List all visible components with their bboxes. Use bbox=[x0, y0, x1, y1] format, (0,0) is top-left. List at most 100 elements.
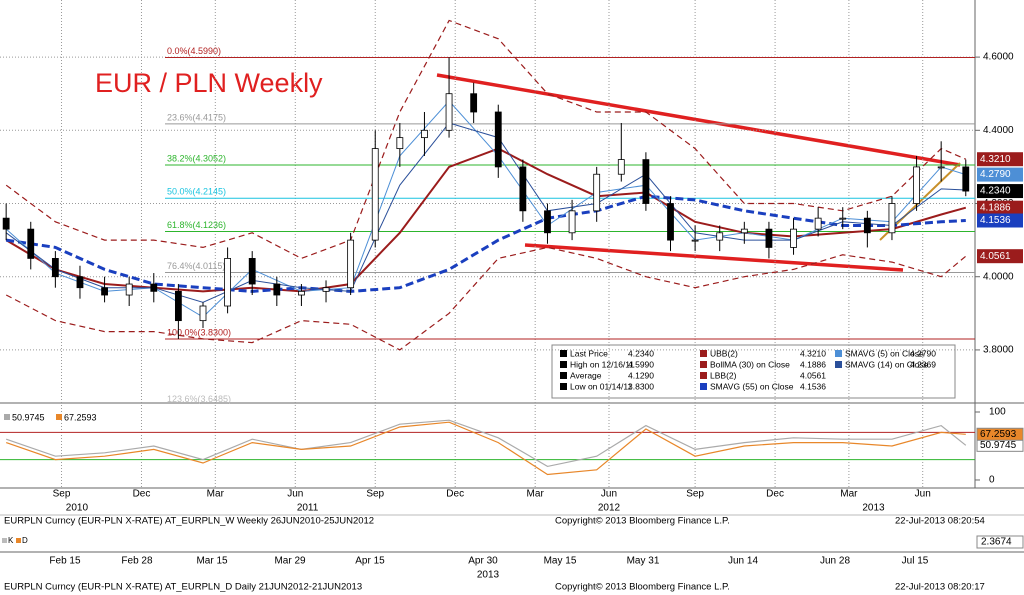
candle-body bbox=[322, 287, 330, 292]
candle-body bbox=[790, 228, 797, 248]
value-box-label: 4.1886 bbox=[980, 202, 1011, 213]
legend-swatch bbox=[560, 361, 567, 368]
value-box-label: 4.0561 bbox=[980, 251, 1011, 262]
footer-text: 22-Jul-2013 08:20:17 bbox=[895, 582, 985, 593]
candle-body bbox=[617, 159, 625, 175]
candle-body bbox=[76, 276, 84, 289]
candle-body bbox=[642, 159, 650, 204]
value-box-label: 50.9745 bbox=[980, 440, 1017, 451]
legend-swatch bbox=[560, 372, 567, 379]
legend-label: High on 12/16/11 bbox=[570, 359, 634, 369]
candle-body bbox=[937, 166, 945, 169]
indicator-line bbox=[6, 421, 966, 476]
year-label: 2012 bbox=[598, 503, 621, 514]
y-tick-label: 4.0000 bbox=[983, 271, 1014, 282]
overlay-line bbox=[5, 19, 967, 260]
candle-body bbox=[716, 232, 724, 241]
year-label: 2011 bbox=[297, 503, 319, 514]
y-tick-label: 3.8000 bbox=[983, 345, 1014, 356]
fib-label: 50.0%(4.2145) bbox=[167, 187, 226, 197]
value-box bbox=[976, 535, 1024, 549]
y-tick-label: 4.4000 bbox=[983, 125, 1014, 136]
fib-label: 23.6%(4.4175) bbox=[167, 112, 226, 122]
x-tick-label: Mar bbox=[840, 489, 858, 500]
candle-body bbox=[125, 283, 133, 296]
candle-body bbox=[150, 283, 158, 292]
candle-body bbox=[667, 203, 674, 241]
legend-swatch bbox=[835, 350, 842, 357]
candle-body bbox=[27, 228, 35, 259]
candle-body bbox=[273, 283, 281, 296]
legend-swatch bbox=[2, 538, 7, 543]
value-box-label: 4.2340 bbox=[980, 186, 1011, 197]
x-tick-label: Jun bbox=[915, 489, 931, 500]
legend-label: Last Price bbox=[570, 348, 608, 358]
x-tick-label: May 15 bbox=[544, 556, 577, 567]
candle-body bbox=[347, 239, 355, 289]
candle-body bbox=[2, 217, 10, 230]
x-tick-label: Dec bbox=[446, 489, 464, 500]
value-box bbox=[977, 167, 1023, 182]
fib-label: 100.0%(3.8300) bbox=[167, 327, 231, 337]
candle-body bbox=[863, 217, 871, 234]
candle-body bbox=[51, 258, 59, 278]
footer-text: EURPLN Curncy (EUR-PLN X-RATE) AT_EURPLN… bbox=[4, 516, 374, 527]
y-tick-label: 100 bbox=[989, 407, 1006, 418]
legend-value: 4.5990 bbox=[628, 359, 654, 369]
x-tick-label: Mar bbox=[207, 489, 225, 500]
legend-swatch bbox=[700, 350, 707, 357]
year-label: 2010 bbox=[66, 503, 89, 514]
candle-body bbox=[445, 93, 453, 131]
legend-label: BollMA (30) on Close bbox=[710, 359, 790, 369]
value-box bbox=[977, 200, 1023, 215]
y-tick-label: 4.6000 bbox=[983, 52, 1014, 63]
candle-body bbox=[371, 148, 379, 241]
chart-title: EUR / PLN Weekly bbox=[95, 68, 323, 98]
value-box-label: 4.2790 bbox=[980, 169, 1011, 180]
legend-swatch bbox=[700, 383, 707, 390]
candle-body bbox=[199, 305, 207, 322]
value-box bbox=[977, 184, 1023, 199]
legend-swatch bbox=[835, 361, 842, 368]
legend-swatch bbox=[4, 414, 10, 420]
legend-label: K bbox=[8, 536, 14, 545]
candle-body bbox=[298, 290, 305, 296]
candle-body bbox=[421, 129, 428, 139]
legend-label: LBB(2) bbox=[710, 370, 737, 380]
x-tick-label: Mar 29 bbox=[274, 556, 306, 567]
fib-label: 123.6%(3.6485) bbox=[167, 394, 231, 404]
value-box-label: 4.3210 bbox=[980, 154, 1011, 165]
y-tick-label: 0 bbox=[989, 475, 995, 486]
candle-body bbox=[101, 287, 108, 296]
overlay-line bbox=[5, 246, 967, 351]
footer-text: Copyright© 2013 Bloomberg Finance L.P. bbox=[555, 516, 730, 527]
legend-value: 4.2340 bbox=[628, 348, 654, 358]
x-tick-label: May 31 bbox=[627, 556, 660, 567]
candle-body bbox=[593, 173, 601, 212]
value-box bbox=[977, 249, 1023, 264]
value-box bbox=[977, 152, 1023, 167]
candle-body bbox=[913, 166, 920, 204]
year-label: 2013 bbox=[477, 570, 500, 581]
legend-value: 3.8300 bbox=[628, 381, 654, 391]
candle-body bbox=[519, 166, 527, 212]
x-tick-label: Jun 28 bbox=[820, 556, 850, 567]
legend-label: Low on 01/14/11 bbox=[570, 381, 632, 391]
legend-label: 50.9745 bbox=[12, 412, 45, 422]
x-tick-label: Apr 30 bbox=[468, 556, 498, 567]
candle-body bbox=[396, 137, 404, 150]
value-box bbox=[976, 427, 1024, 441]
x-tick-label: Feb 28 bbox=[121, 556, 153, 567]
x-tick-label: Sep bbox=[366, 489, 384, 500]
legend-swatch bbox=[16, 538, 21, 543]
x-tick-label: Jun 14 bbox=[728, 556, 758, 567]
legend-value: 4.0561 bbox=[800, 370, 826, 380]
candle-body bbox=[470, 93, 478, 113]
x-tick-label: Sep bbox=[686, 489, 704, 500]
legend-label: SMAVG (55) on Close bbox=[710, 381, 794, 391]
x-tick-label: Apr 15 bbox=[355, 556, 385, 567]
legend-swatch bbox=[700, 361, 707, 368]
legend-swatch bbox=[700, 372, 707, 379]
candle-body bbox=[765, 228, 773, 248]
